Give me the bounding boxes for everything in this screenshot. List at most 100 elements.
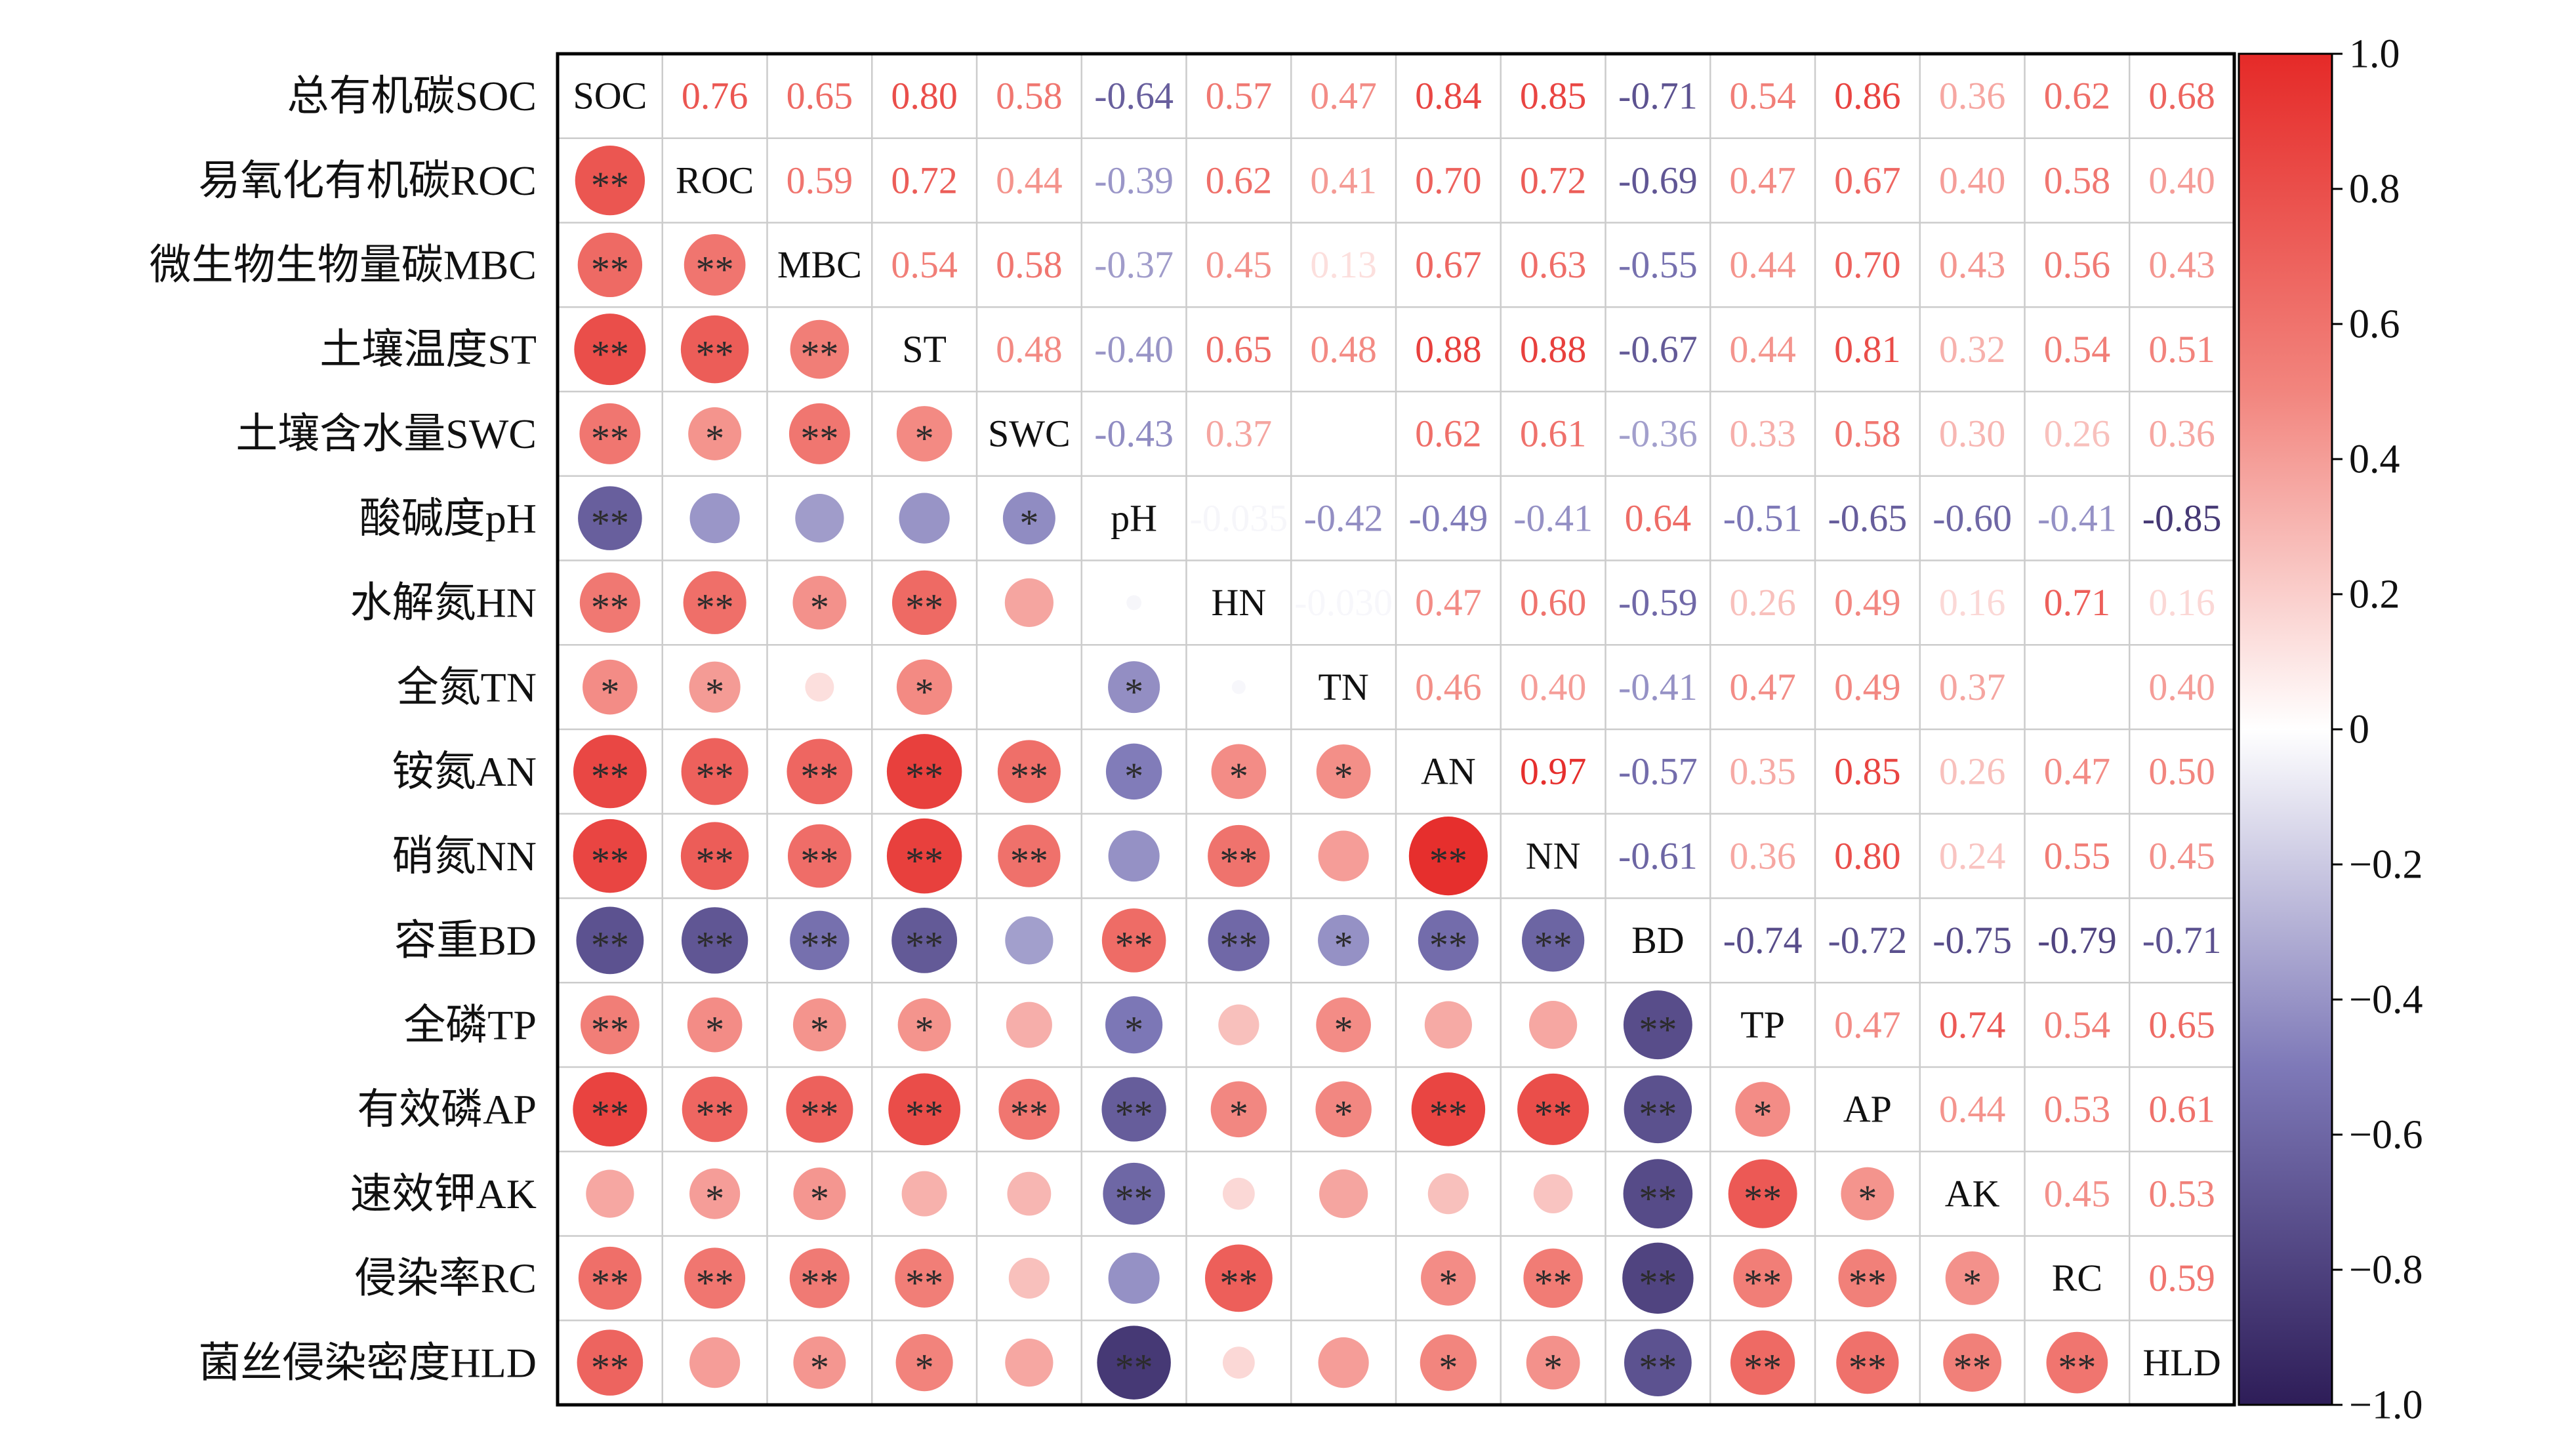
significance-stars: ** [696,839,734,882]
significance-stars: ** [1429,924,1467,967]
row-labels: 总有机碳SOC 易氧化有机碳ROC 微生物生物量碳MBC 土壤温度ST 土壤含水量SWC… [150,73,537,1386]
correlation-circle [1945,1251,1999,1305]
correlation-value-label: 0.80 [891,75,958,117]
correlation-circle [899,493,950,544]
correlation-value-label: 0.61 [1520,413,1587,455]
correlation-circle [1208,910,1270,971]
correlation-circle [1315,1081,1372,1138]
correlation-circle [1421,1251,1476,1306]
correlation-value-label: 0.47 [1729,159,1796,201]
significance-stars: ** [905,839,943,882]
significance-stars: * [705,670,724,713]
significance-stars: * [1334,1008,1353,1051]
correlation-value-label: -0.43 [1094,413,1174,455]
correlation-circle [1420,1334,1477,1391]
correlation-circle [1006,1001,1052,1048]
correlation-circle [1208,824,1270,887]
correlation-value-label: 0.40 [2148,159,2215,201]
correlation-circle [578,486,642,550]
row-label-swc: 土壤含水量SWC [235,411,537,457]
correlation-circle [1622,1242,1694,1314]
correlation-value-label: -0.41 [1513,496,1593,539]
diagonal-label-tn: TN [1318,666,1368,708]
correlation-value-label: 0.86 [1834,75,1901,117]
correlation-circle [683,571,747,634]
significance-stars: ** [591,1346,629,1388]
correlation-circle [789,1248,850,1308]
significance-stars: ** [591,1093,629,1135]
significance-stars: * [1124,1008,1143,1051]
row-label-mbc: 微生物生物量碳MBC [150,242,537,289]
correlation-circle [1841,1167,1894,1221]
colorbar-tick-label: −0.6 [2349,1112,2423,1157]
correlation-circle [1101,908,1166,973]
correlation-value-label: 0.59 [787,159,853,201]
correlation-circle [1231,680,1246,695]
row-label-bd: 容重BD [394,918,537,964]
correlation-value-label: 0.16 [2148,581,2215,624]
significance-stars: ** [800,755,838,798]
correlation-circle [1526,1335,1580,1390]
correlation-value-label: 0.54 [2044,1003,2111,1046]
correlation-value-label: 0.40 [1939,159,2006,201]
diagonal-label-ph: pH [1111,496,1157,539]
correlation-value-label: 0.61 [2148,1088,2215,1131]
colorbar: 1.0 0.8 0.6 0.4 0.2 0 −0.2 −0.4 −0.6 −0.8 −1.0 [2238,31,2423,1427]
significance-stars: ** [1010,1093,1048,1135]
correlation-circle [1002,492,1055,545]
correlation-circle [581,995,640,1055]
significance-stars: ** [800,924,838,967]
correlation-circle [689,661,741,713]
significance-stars: * [1124,755,1143,798]
correlation-value-label: -0.57 [1618,750,1698,793]
significance-stars: ** [800,417,838,460]
significance-stars: * [1334,924,1353,967]
correlation-value-label: 0.53 [2148,1172,2215,1215]
significance-stars: * [600,670,619,713]
correlation-value-label: 0.57 [1206,75,1273,117]
correlation-value-label: 0.67 [1834,159,1901,201]
row-label-tp: 全磷TP [403,1001,537,1048]
colorbar-tick-label: 0.6 [2349,302,2400,346]
correlation-circle [1103,1162,1165,1225]
correlation-circle [998,824,1061,887]
significance-stars: * [915,670,934,713]
correlation-circle [1836,1331,1899,1394]
correlation-circle [681,738,748,805]
significance-stars: ** [591,502,629,544]
correlation-circle [687,997,743,1053]
correlation-value-label: 0.68 [2148,75,2215,117]
correlation-circle [888,1073,961,1146]
diagonal-label-rc: RC [2052,1257,2102,1299]
significance-stars: ** [800,839,838,882]
correlation-circle [1005,916,1053,965]
significance-stars: * [1858,1177,1877,1220]
significance-stars: * [1124,670,1143,713]
correlation-circle [1105,996,1163,1054]
correlation-value-label: 0.43 [2148,243,2215,286]
correlation-value-label: 0.65 [1206,328,1273,371]
significance-stars: * [810,1177,829,1220]
correlation-circle [1108,1252,1160,1304]
correlation-circle [1418,910,1479,971]
correlation-circle [886,734,962,809]
correlation-circle [1319,1169,1368,1219]
correlation-circle [886,818,962,894]
significance-stars: * [1019,502,1038,544]
significance-stars: * [1439,1262,1458,1304]
correlation-value-label: 0.54 [1729,75,1796,117]
significance-stars: ** [591,1008,629,1051]
significance-stars: ** [1744,1262,1782,1304]
correlation-value-label: -0.030 [1294,581,1393,624]
correlation-circle [1523,1248,1583,1308]
correlation-value-label: -0.37 [1094,243,1174,286]
diagonal-label-roc: ROC [676,159,754,201]
correlation-circle [795,494,844,543]
correlation-circle [792,998,846,1052]
correlation-value-label: -0.41 [1618,666,1698,708]
correlation-circle [579,572,640,633]
correlation-circle [1108,661,1160,714]
significance-stars: ** [905,755,943,798]
diagonal-label-hld: HLD [2143,1341,2221,1384]
correlation-value-label: 0.45 [1206,243,1273,286]
